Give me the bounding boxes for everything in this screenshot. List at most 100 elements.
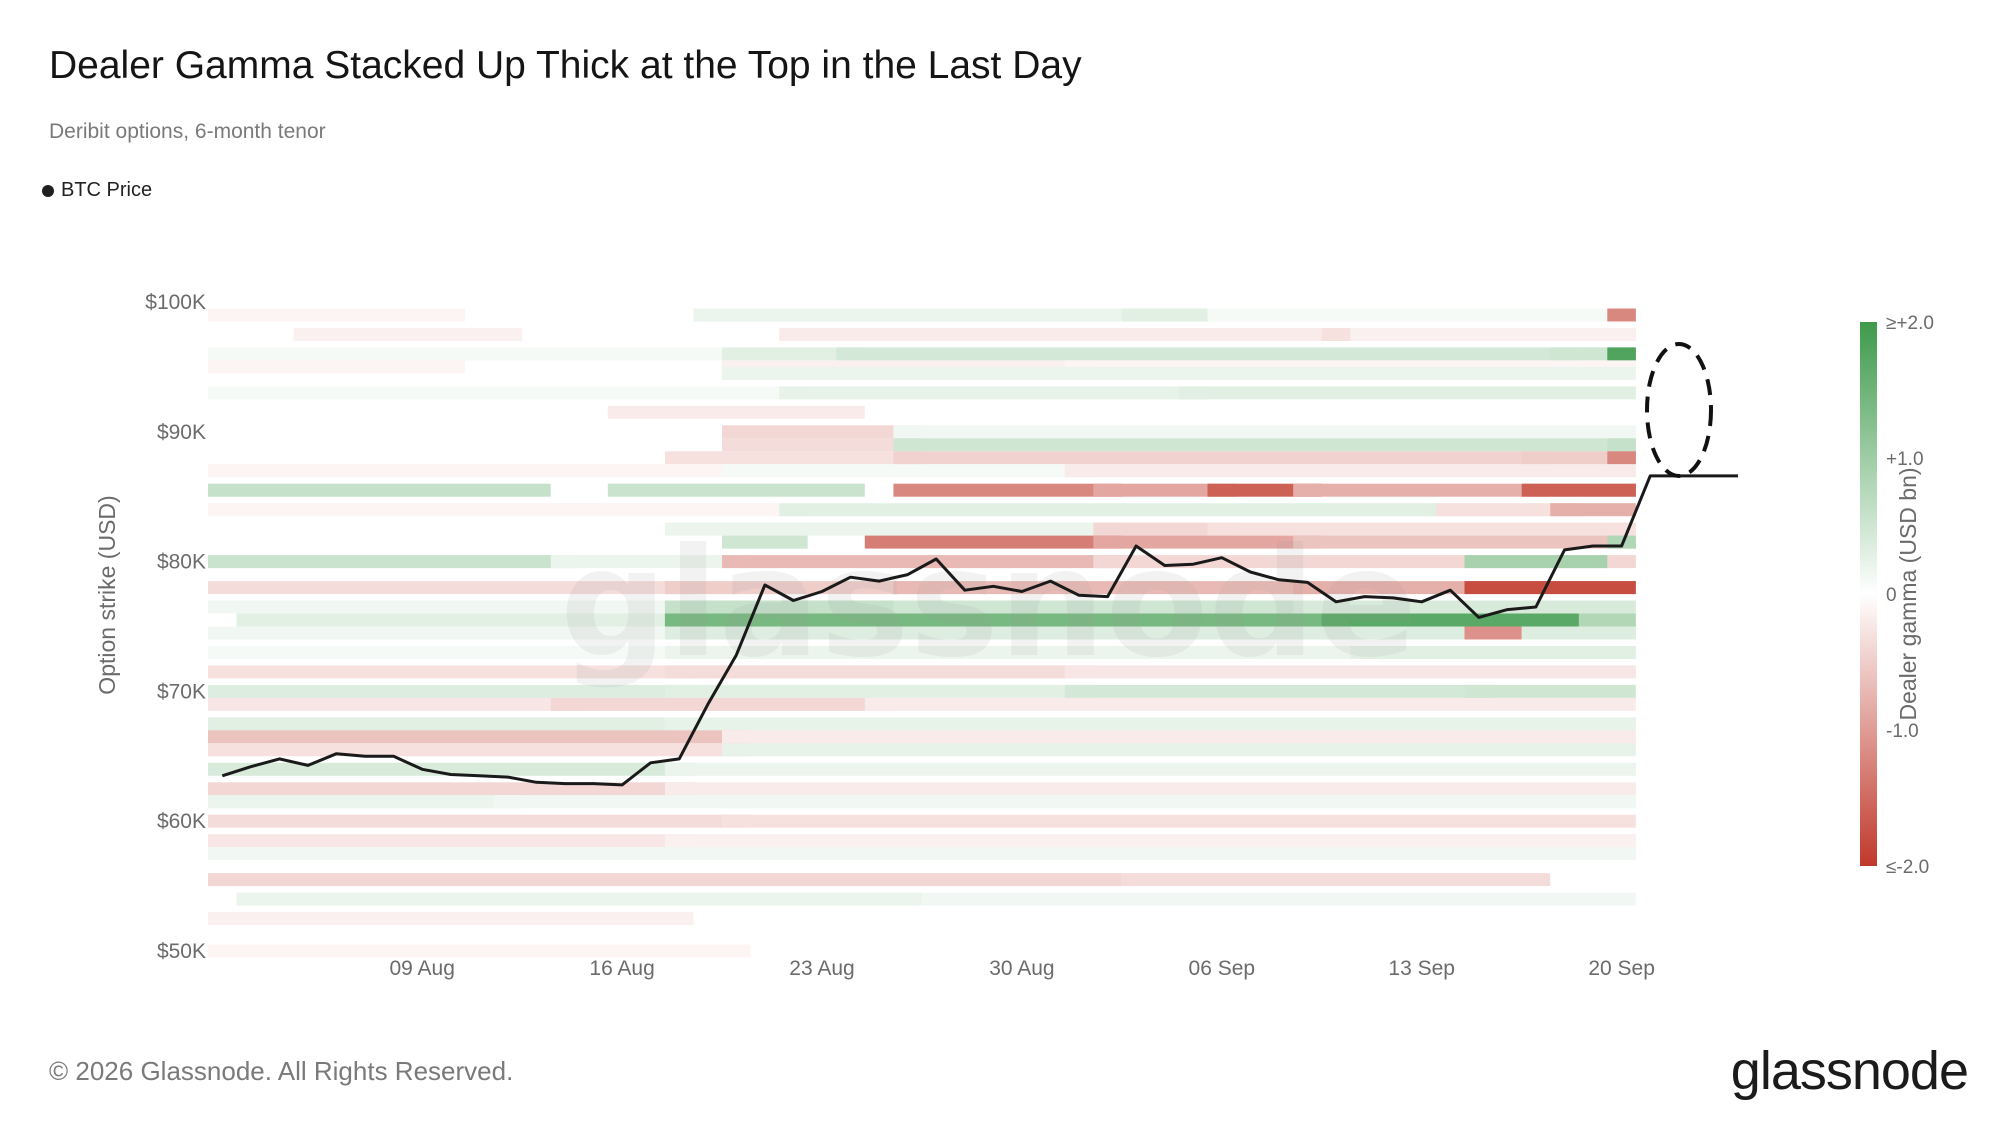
x-tick-label: 13 Sep xyxy=(1388,957,1455,980)
heatmap-cells xyxy=(208,308,1636,958)
heatmap-cell xyxy=(1607,347,1636,361)
heatmap-cell xyxy=(208,360,465,374)
colorbar-gradient xyxy=(1860,322,1877,866)
chart-subtitle: Deribit options, 6-month tenor xyxy=(49,120,326,143)
heatmap-cell xyxy=(208,782,694,796)
heatmap-cell xyxy=(1521,483,1636,497)
heatmap-cell xyxy=(208,308,465,322)
heatmap-cell xyxy=(208,483,551,497)
heatmap-cell xyxy=(722,555,1122,569)
heatmap-cell xyxy=(208,743,751,757)
y-tick-label: $50K xyxy=(157,940,206,963)
heatmap-cell xyxy=(1121,308,1236,322)
heatmap-cell xyxy=(664,782,1636,796)
heatmap-cell xyxy=(1064,464,1636,478)
heatmap-cell xyxy=(664,646,1379,659)
heatmap-cell xyxy=(664,522,1122,536)
heatmap-cell xyxy=(722,730,1636,744)
heatmap-cell xyxy=(921,892,1636,906)
heatmap-cell xyxy=(550,697,894,711)
heatmap-cell xyxy=(208,626,694,640)
heatmap-cell xyxy=(208,684,694,698)
heatmap-cell xyxy=(1607,308,1636,322)
heatmap-cell xyxy=(664,684,1094,698)
heatmap-cell xyxy=(1293,535,1636,549)
heatmap-cell xyxy=(779,328,1351,341)
heatmap-cell xyxy=(1464,626,1522,640)
x-tick-label: 16 Aug xyxy=(589,957,654,980)
heatmap-cell xyxy=(208,600,694,614)
heatmap-cell xyxy=(1464,555,1608,569)
heatmap-cell xyxy=(779,503,1636,517)
heatmap-cell xyxy=(1464,581,1636,595)
heatmap-cell xyxy=(208,834,694,848)
heatmap-cell xyxy=(208,386,808,400)
heatmap-cell xyxy=(664,613,1351,627)
heatmap-cell xyxy=(864,697,1636,711)
heatmap-cell xyxy=(1350,328,1636,341)
heatmap-cell xyxy=(1064,684,1494,698)
heatmap-cell xyxy=(550,555,751,569)
chart-title: Dealer Gamma Stacked Up Thick at the Top… xyxy=(49,44,1082,87)
heatmap-cell xyxy=(236,613,665,627)
y-axis-title: Option strike (USD) xyxy=(94,495,120,694)
heatmap-cell xyxy=(1321,613,1608,627)
x-axis: 09 Aug 16 Aug 23 Aug 30 Aug 06 Sep 13 Sep 20 S… xyxy=(389,957,1654,980)
heatmap-cell xyxy=(208,814,751,828)
heatmap-cell xyxy=(208,873,1122,887)
legend[interactable]: BTC Price xyxy=(42,179,152,202)
heatmap-cell xyxy=(208,347,751,361)
heatmap-cell xyxy=(293,328,523,341)
colorbar-tick-label: 0 xyxy=(1886,585,1897,606)
heatmap-cell xyxy=(722,535,808,549)
heatmap-cell xyxy=(722,366,1636,380)
heatmap-cell xyxy=(722,438,922,452)
y-tick-label: $60K xyxy=(157,810,206,833)
btc-price-line[interactable] xyxy=(221,474,1738,787)
heatmap-cell xyxy=(893,581,1322,595)
glassnode-logo[interactable]: glassnode xyxy=(1730,1041,1969,1101)
colorbar-tick-label: ≥+2.0 xyxy=(1886,313,1934,334)
x-tick-label: 06 Sep xyxy=(1189,957,1256,980)
heatmap-cell xyxy=(1350,646,1636,659)
heatmap-cell xyxy=(664,626,1636,640)
heatmap-cell xyxy=(664,581,922,595)
heatmap-cell xyxy=(208,717,665,731)
y-tick-label: $80K xyxy=(157,551,206,574)
colorbar: ≥+2.0 +1.0 0 -1.0 ≤-2.0 Dealer gamma (USD bn… xyxy=(1860,313,1934,878)
colorbar-tick-label: -1.0 xyxy=(1886,721,1919,742)
heatmap-cell xyxy=(607,405,865,419)
heatmap-cell xyxy=(1093,522,1237,536)
heatmap-cell xyxy=(208,762,694,776)
heatmap-cell xyxy=(208,944,751,958)
y-tick-label: $100K xyxy=(145,291,206,314)
heatmap-cell xyxy=(1093,535,1322,549)
heatmap-cell xyxy=(893,483,1122,497)
heatmap-cell xyxy=(664,717,1636,731)
heatmap-cell xyxy=(493,795,1636,809)
x-tick-label: 09 Aug xyxy=(389,957,454,980)
heatmap-cell xyxy=(208,912,694,925)
heatmap-cell xyxy=(1607,451,1636,465)
colorbar-title: Dealer gamma (USD bn) xyxy=(1895,467,1921,720)
heatmap-cell xyxy=(664,834,1636,848)
legend-label: BTC Price xyxy=(61,179,153,201)
heatmap-cell xyxy=(1550,503,1636,517)
heatmap-cell xyxy=(893,438,1636,452)
colorbar-tick-label: +1.0 xyxy=(1886,449,1924,470)
heatmap-cell xyxy=(1607,438,1636,452)
heatmap-cell xyxy=(664,451,922,465)
heatmap-cell xyxy=(1064,665,1636,679)
heatmap-cell xyxy=(722,425,922,439)
heatmap-cell xyxy=(779,386,1208,400)
heatmap-cell xyxy=(722,464,1094,478)
heatmap-cell xyxy=(236,892,923,906)
x-tick-label: 23 Aug xyxy=(789,957,854,980)
heatmap-cell xyxy=(208,503,808,517)
heatmap-cell xyxy=(893,451,1551,465)
heatmap-cell xyxy=(893,600,1322,614)
heatmap-cell xyxy=(208,697,580,711)
heatmap-cell xyxy=(1121,873,1551,887)
heatmap-cell xyxy=(722,814,1636,828)
heatmap-chart[interactable]: glassnode $50K $60K $70K $80K $90K $100K 09 A… xyxy=(0,0,2000,1000)
